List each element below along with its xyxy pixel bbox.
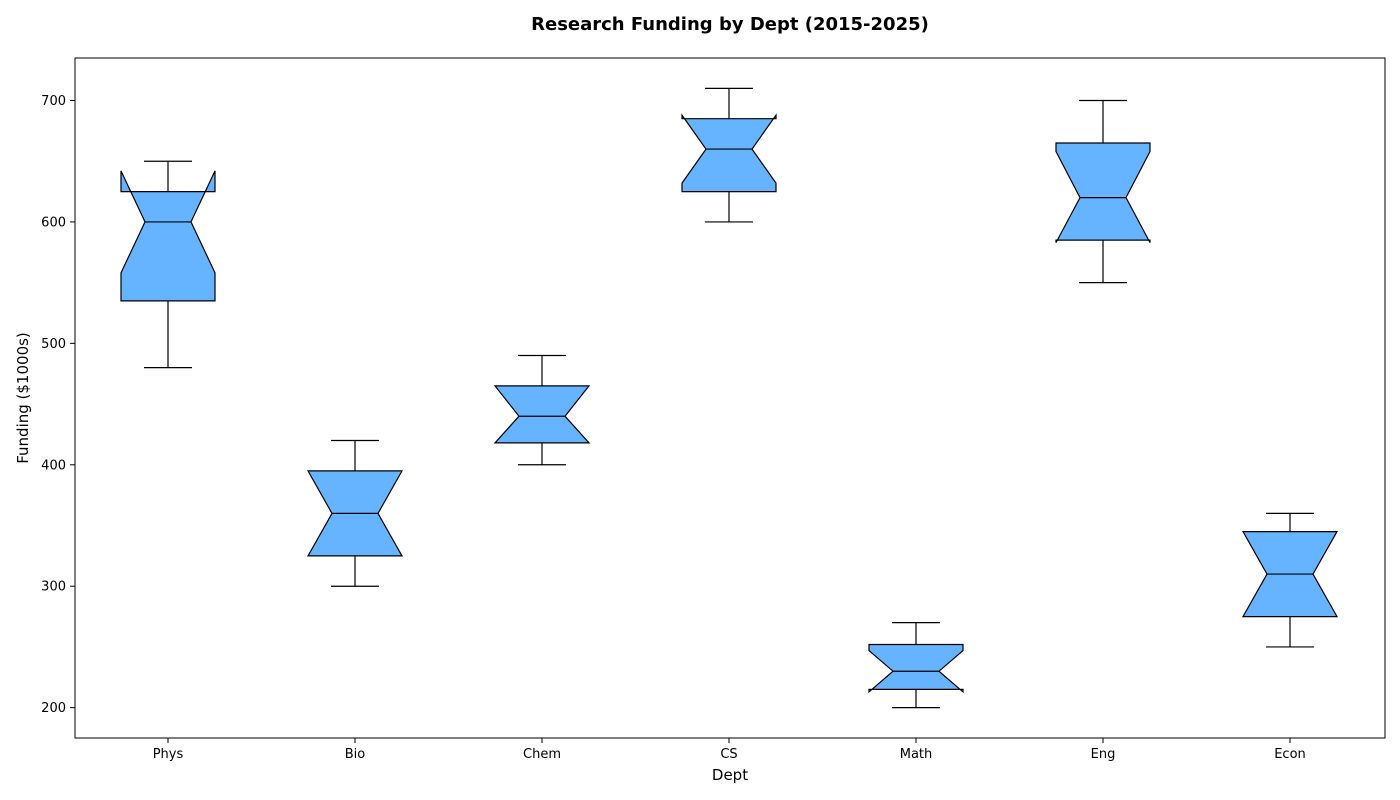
y-axis: 200 300 400 500 600 700 bbox=[41, 94, 75, 716]
x-tick-label: CS bbox=[720, 747, 737, 762]
chart-title: Research Funding by Dept (2015-2025) bbox=[531, 14, 929, 35]
box-bio bbox=[306, 439, 404, 587]
box-phys bbox=[120, 160, 216, 369]
x-axis: Phys Bio Chem CS Math Eng Econ bbox=[153, 738, 1306, 762]
boxes-group bbox=[120, 87, 1339, 709]
y-tick-label: 600 bbox=[41, 215, 66, 230]
box-cs bbox=[681, 87, 777, 223]
x-tick-label: Chem bbox=[523, 747, 561, 762]
y-axis-label: Funding ($1000s) bbox=[14, 332, 32, 464]
x-tick-label: Eng bbox=[1091, 747, 1116, 762]
x-tick-label: Math bbox=[900, 747, 933, 762]
y-tick-label: 300 bbox=[41, 580, 66, 595]
x-tick-label: Econ bbox=[1274, 747, 1306, 762]
box-econ bbox=[1241, 512, 1339, 648]
y-tick-label: 400 bbox=[41, 458, 66, 473]
y-tick-label: 700 bbox=[41, 94, 66, 109]
y-tick-label: 500 bbox=[41, 337, 66, 352]
x-tick-label: Bio bbox=[345, 747, 366, 762]
box-math bbox=[868, 622, 964, 709]
x-tick-label: Phys bbox=[153, 747, 184, 762]
y-tick-label: 200 bbox=[41, 701, 66, 716]
x-axis-label: Dept bbox=[712, 766, 748, 784]
box-eng bbox=[1055, 99, 1151, 284]
notched-box bbox=[681, 113, 777, 193]
notched-box bbox=[1055, 142, 1151, 243]
box-chem bbox=[493, 354, 591, 466]
notched-box bbox=[868, 643, 964, 694]
notched-box bbox=[120, 170, 216, 302]
